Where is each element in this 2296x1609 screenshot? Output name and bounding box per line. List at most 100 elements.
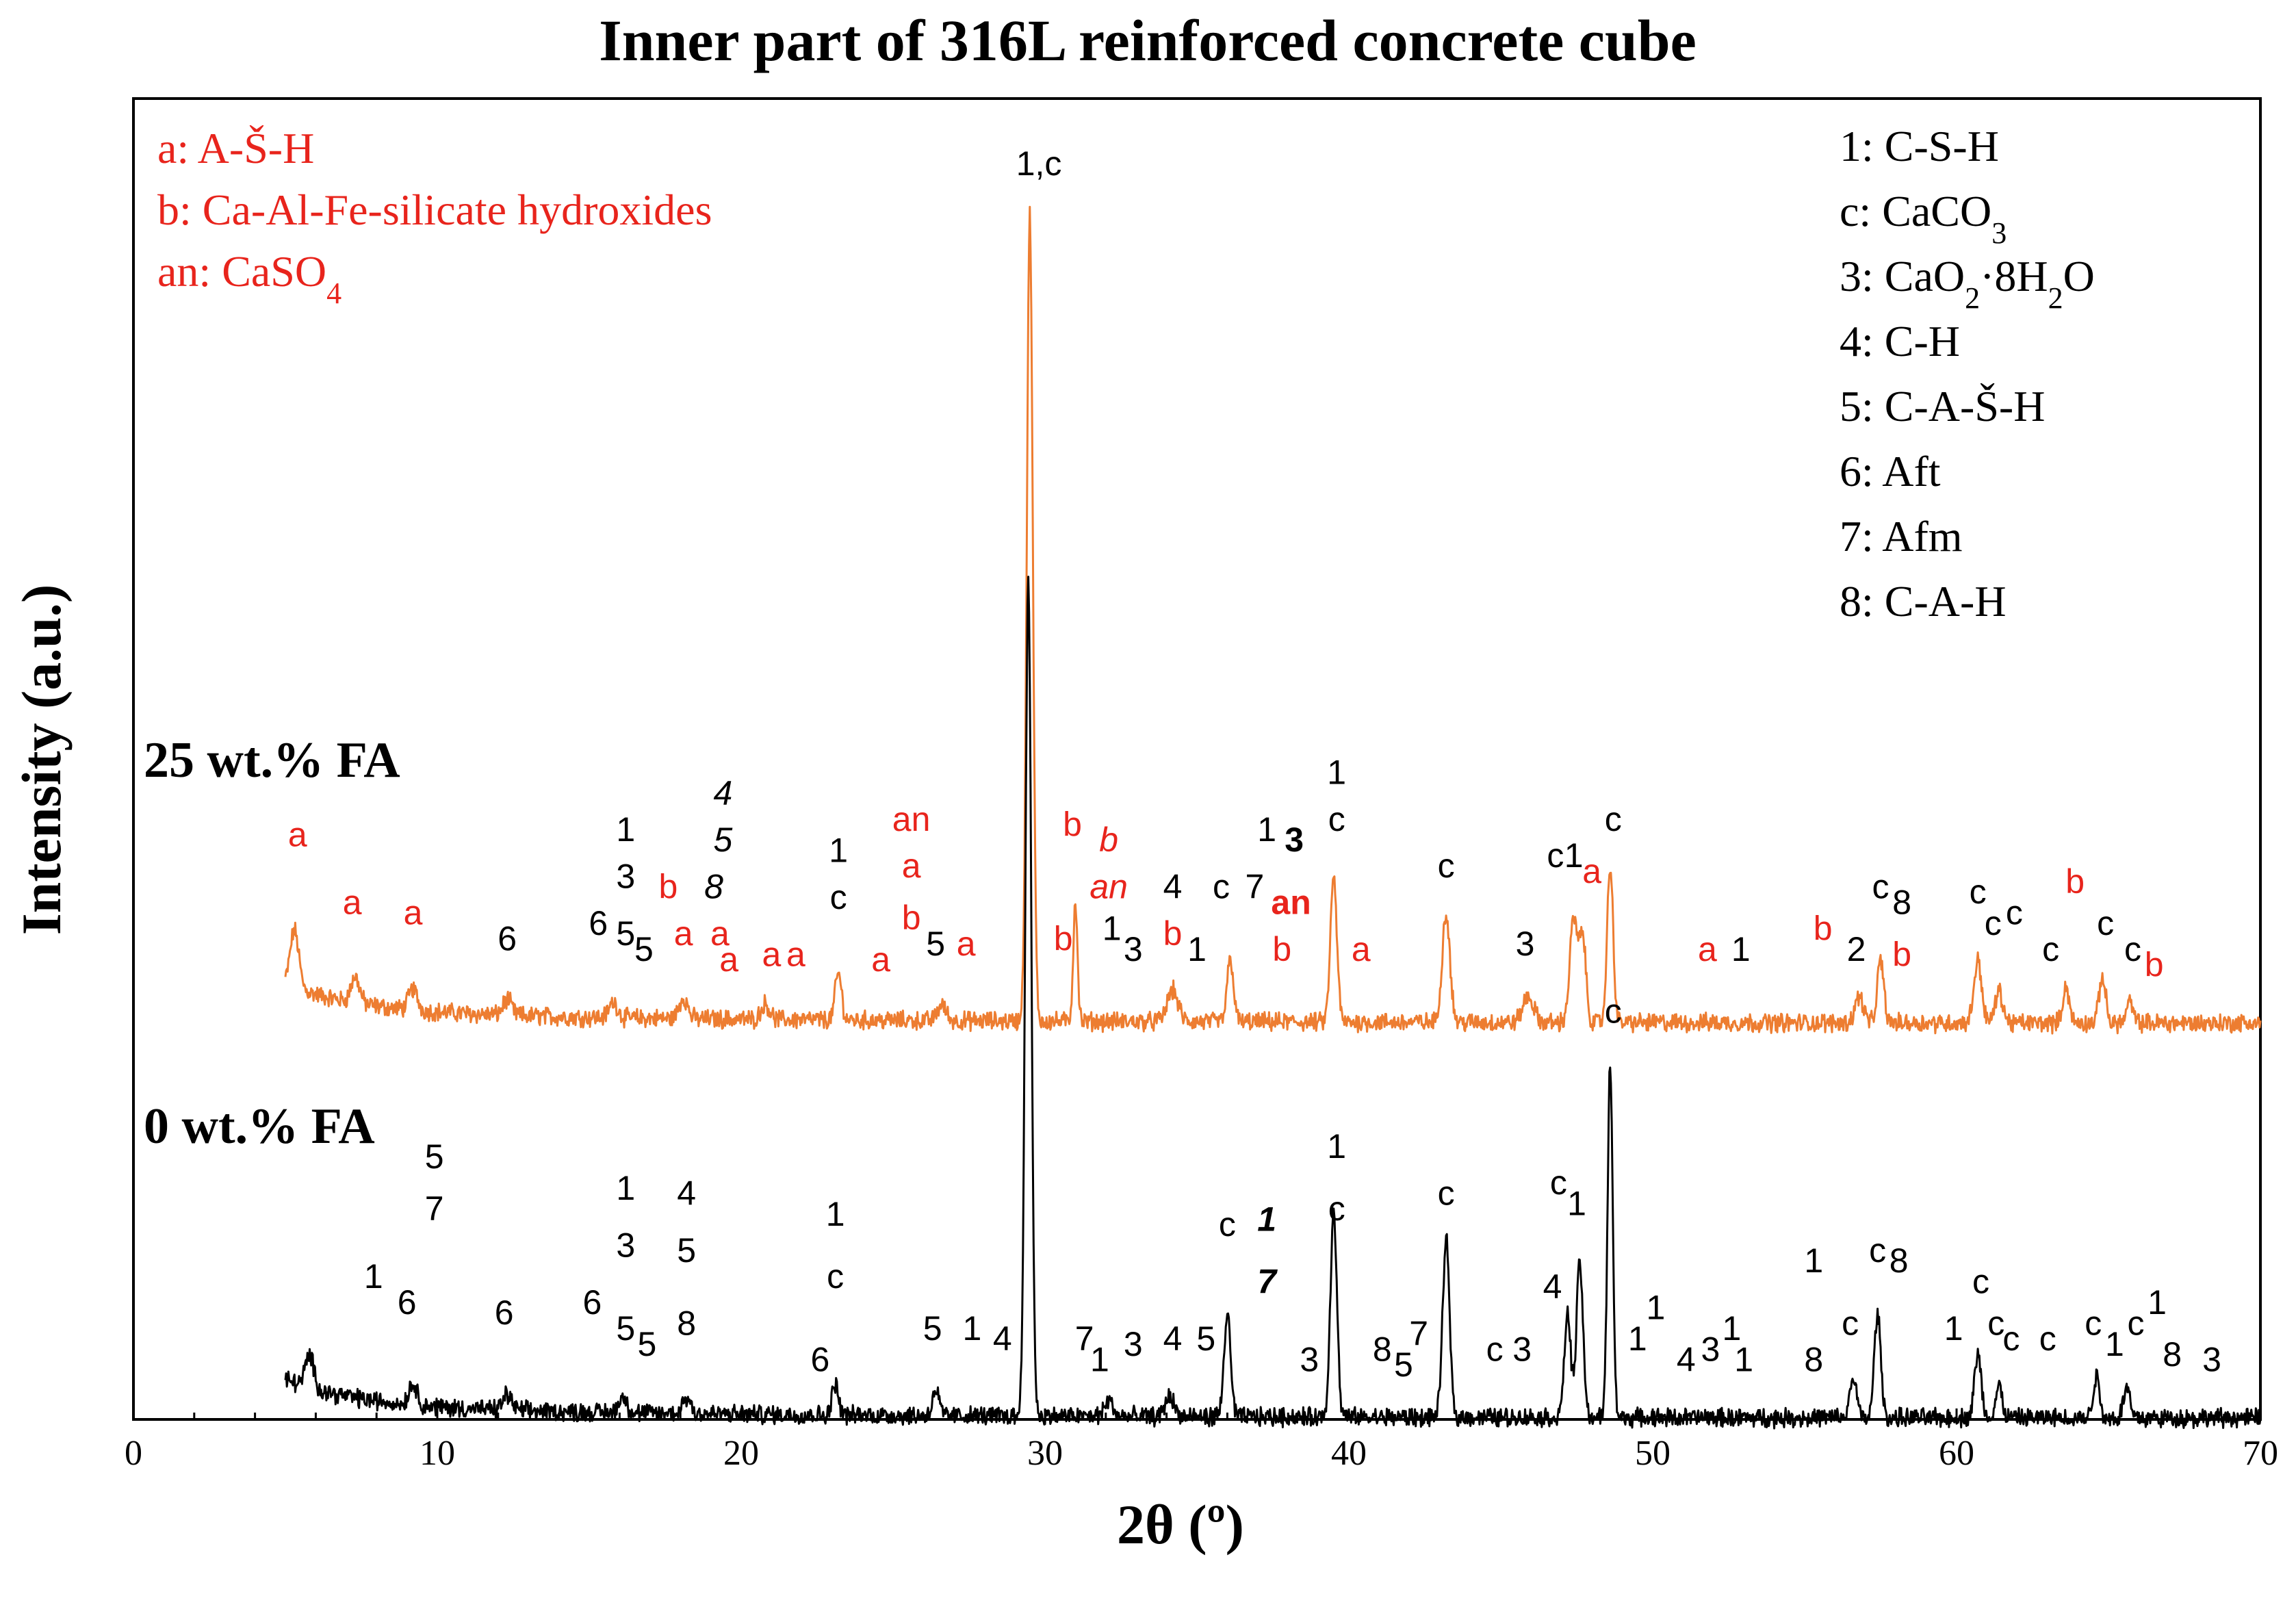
- fa25-peak-label: 1: [1731, 930, 1751, 968]
- fa0-peak-label: c: [1550, 1163, 1567, 1202]
- fa0-peak-label: 5: [1394, 1346, 1413, 1384]
- fa0-peak-label: 6: [810, 1341, 829, 1379]
- fa0-peak-label: 1: [1257, 1200, 1276, 1238]
- fa0-peak-label: 1: [1628, 1320, 1647, 1358]
- fa25-peak-label: b: [1099, 821, 1118, 859]
- fa0-peak-label: 1: [2147, 1283, 2167, 1322]
- fa25-peak-label: 5: [634, 930, 654, 968]
- fa0-peak-label: 4: [677, 1174, 696, 1212]
- fa0-peak-label: 4: [1163, 1320, 1183, 1358]
- fa0-peak-label: 5: [425, 1137, 444, 1176]
- fa25-peak-label: 1: [1564, 836, 1584, 875]
- fa0-peak-label: 1: [1327, 1127, 1346, 1166]
- fa0-peak-label: 3: [1300, 1341, 1319, 1379]
- legend-left: a: A-Š-H b: Ca-Al-Fe-silicate hydroxides a…: [157, 124, 712, 310]
- fa25-peak-label: 4: [713, 774, 732, 812]
- legend-right-item: 7: Afm: [1840, 512, 1963, 561]
- fa25-peak-label: 8: [704, 868, 723, 906]
- fa25-peak-label: a: [957, 925, 976, 963]
- fa25-peak-label: a: [674, 914, 693, 953]
- y-axis-label: Intensity (a.u.): [10, 584, 73, 936]
- fa0-peak-label: 1: [1567, 1185, 1586, 1223]
- x-tick-label: 0: [125, 1434, 142, 1473]
- fa25-peak-label: c: [2042, 930, 2059, 968]
- fa25-peak-label: c: [1970, 873, 1987, 911]
- fa25-peak-label: 5: [713, 821, 732, 859]
- fa25-peak-label: b: [1054, 920, 1073, 958]
- fa25-peak-label: 3: [1516, 925, 1535, 963]
- fa0-peak-label: 1: [364, 1257, 383, 1296]
- fa0-peak-label: c: [1869, 1231, 1886, 1270]
- fa25-peak-label: a: [343, 883, 362, 921]
- x-tick-label: 10: [420, 1434, 455, 1473]
- fa0-peak-label: 1: [2105, 1325, 2124, 1363]
- fa25-peak-label: 1: [1187, 930, 1207, 968]
- fa25-peak-label: c: [2006, 894, 2023, 932]
- fa0-peak-label: 3: [1512, 1330, 1532, 1368]
- fa0-peak-label: c: [827, 1257, 844, 1296]
- fa25-peak-label: b: [1063, 805, 1082, 843]
- fa25-peak-label: c: [1213, 868, 1230, 906]
- fa0-peak-label: c: [1328, 1189, 1345, 1228]
- fa0-peak-label: 1: [1090, 1341, 1109, 1379]
- fa0-peak-label: 4: [1543, 1267, 1562, 1306]
- fa25-peak-label: c: [2124, 930, 2141, 968]
- x-tick-label: 30: [1027, 1434, 1063, 1473]
- fa25-peak-label: a: [1698, 930, 1717, 968]
- x-axis: 0 10 20 30 40 50 60 70: [125, 1408, 2278, 1473]
- fa25-peak-label: c: [1872, 868, 1889, 906]
- legend-right-item: 6: Aft: [1840, 447, 1941, 495]
- fa25-peak-label: 1: [1257, 810, 1276, 849]
- fa25-peak-label: a: [786, 935, 805, 973]
- fa25-peak-label: c: [1547, 836, 1564, 875]
- fa25-peak-label: a: [1582, 852, 1601, 890]
- legend-left-item: a: A-Š-H: [157, 124, 314, 172]
- fa0-peak-label: c: [1842, 1304, 1859, 1342]
- fa25-peak-label: c: [1438, 847, 1455, 885]
- fa25-peak-label: 5: [926, 925, 945, 963]
- fa0-peak-label: c: [1605, 992, 1622, 1030]
- fa25-peak-label: a: [871, 940, 890, 979]
- series-layer: [284, 205, 2262, 1430]
- fa0-peak-label: 5: [616, 1309, 635, 1348]
- fa0-peak-label: 8: [1804, 1341, 1823, 1379]
- fa0-peak-label: 7: [1409, 1315, 1428, 1353]
- fa0-peak-label: 4: [993, 1320, 1012, 1358]
- fa0-peak-label: 7: [425, 1189, 444, 1228]
- fa25-peak-label: a: [902, 847, 921, 885]
- fa25-peak-label: a: [404, 894, 423, 932]
- fa0-peak-label: c: [2002, 1320, 2020, 1358]
- fa0-peak-label: 1: [616, 1169, 635, 1207]
- fa25-peak-label: 3: [616, 857, 635, 895]
- fa0-peak-label: 8: [2163, 1335, 2182, 1374]
- fa0-peak-label: 7: [1075, 1320, 1094, 1358]
- fa25-peak-label: a: [762, 935, 781, 973]
- fa25-peak-label: a: [710, 914, 730, 953]
- fa0-peak-label: c: [2085, 1304, 2102, 1342]
- x-tick-label: 60: [1939, 1434, 1974, 1473]
- x-tick-label: 70: [2243, 1434, 2278, 1473]
- fa25-peak-label: a: [288, 816, 307, 854]
- fa0-peak-label: c: [1219, 1205, 1236, 1244]
- fa0-peak-label: 5: [637, 1325, 656, 1363]
- fa0-peak-label: 7: [1257, 1263, 1278, 1301]
- legend-left-item: an: CaSO4: [157, 247, 341, 310]
- fa0-peak-label: c: [1972, 1263, 1989, 1301]
- fa0-peak-label: 1: [826, 1195, 845, 1233]
- x-tick-label: 50: [1635, 1434, 1671, 1473]
- fa0-peak-label: 1: [1646, 1289, 1665, 1327]
- series-line-fa0: [284, 576, 2262, 1430]
- fa25-peak-label: a: [1352, 930, 1371, 968]
- fa0-peak-label: 8: [677, 1304, 696, 1342]
- series-label-fa25: 25 wt.% FA: [144, 732, 400, 788]
- fa0-peak-label: 8: [1889, 1241, 1909, 1280]
- series-label-fa0: 0 wt.% FA: [144, 1098, 375, 1155]
- fa0-peak-label: 4: [1677, 1341, 1696, 1379]
- fa25-peak-label: a: [719, 940, 738, 979]
- fa0-peak-label: 1: [962, 1309, 981, 1348]
- fa25-peak-label: 3: [1124, 930, 1143, 968]
